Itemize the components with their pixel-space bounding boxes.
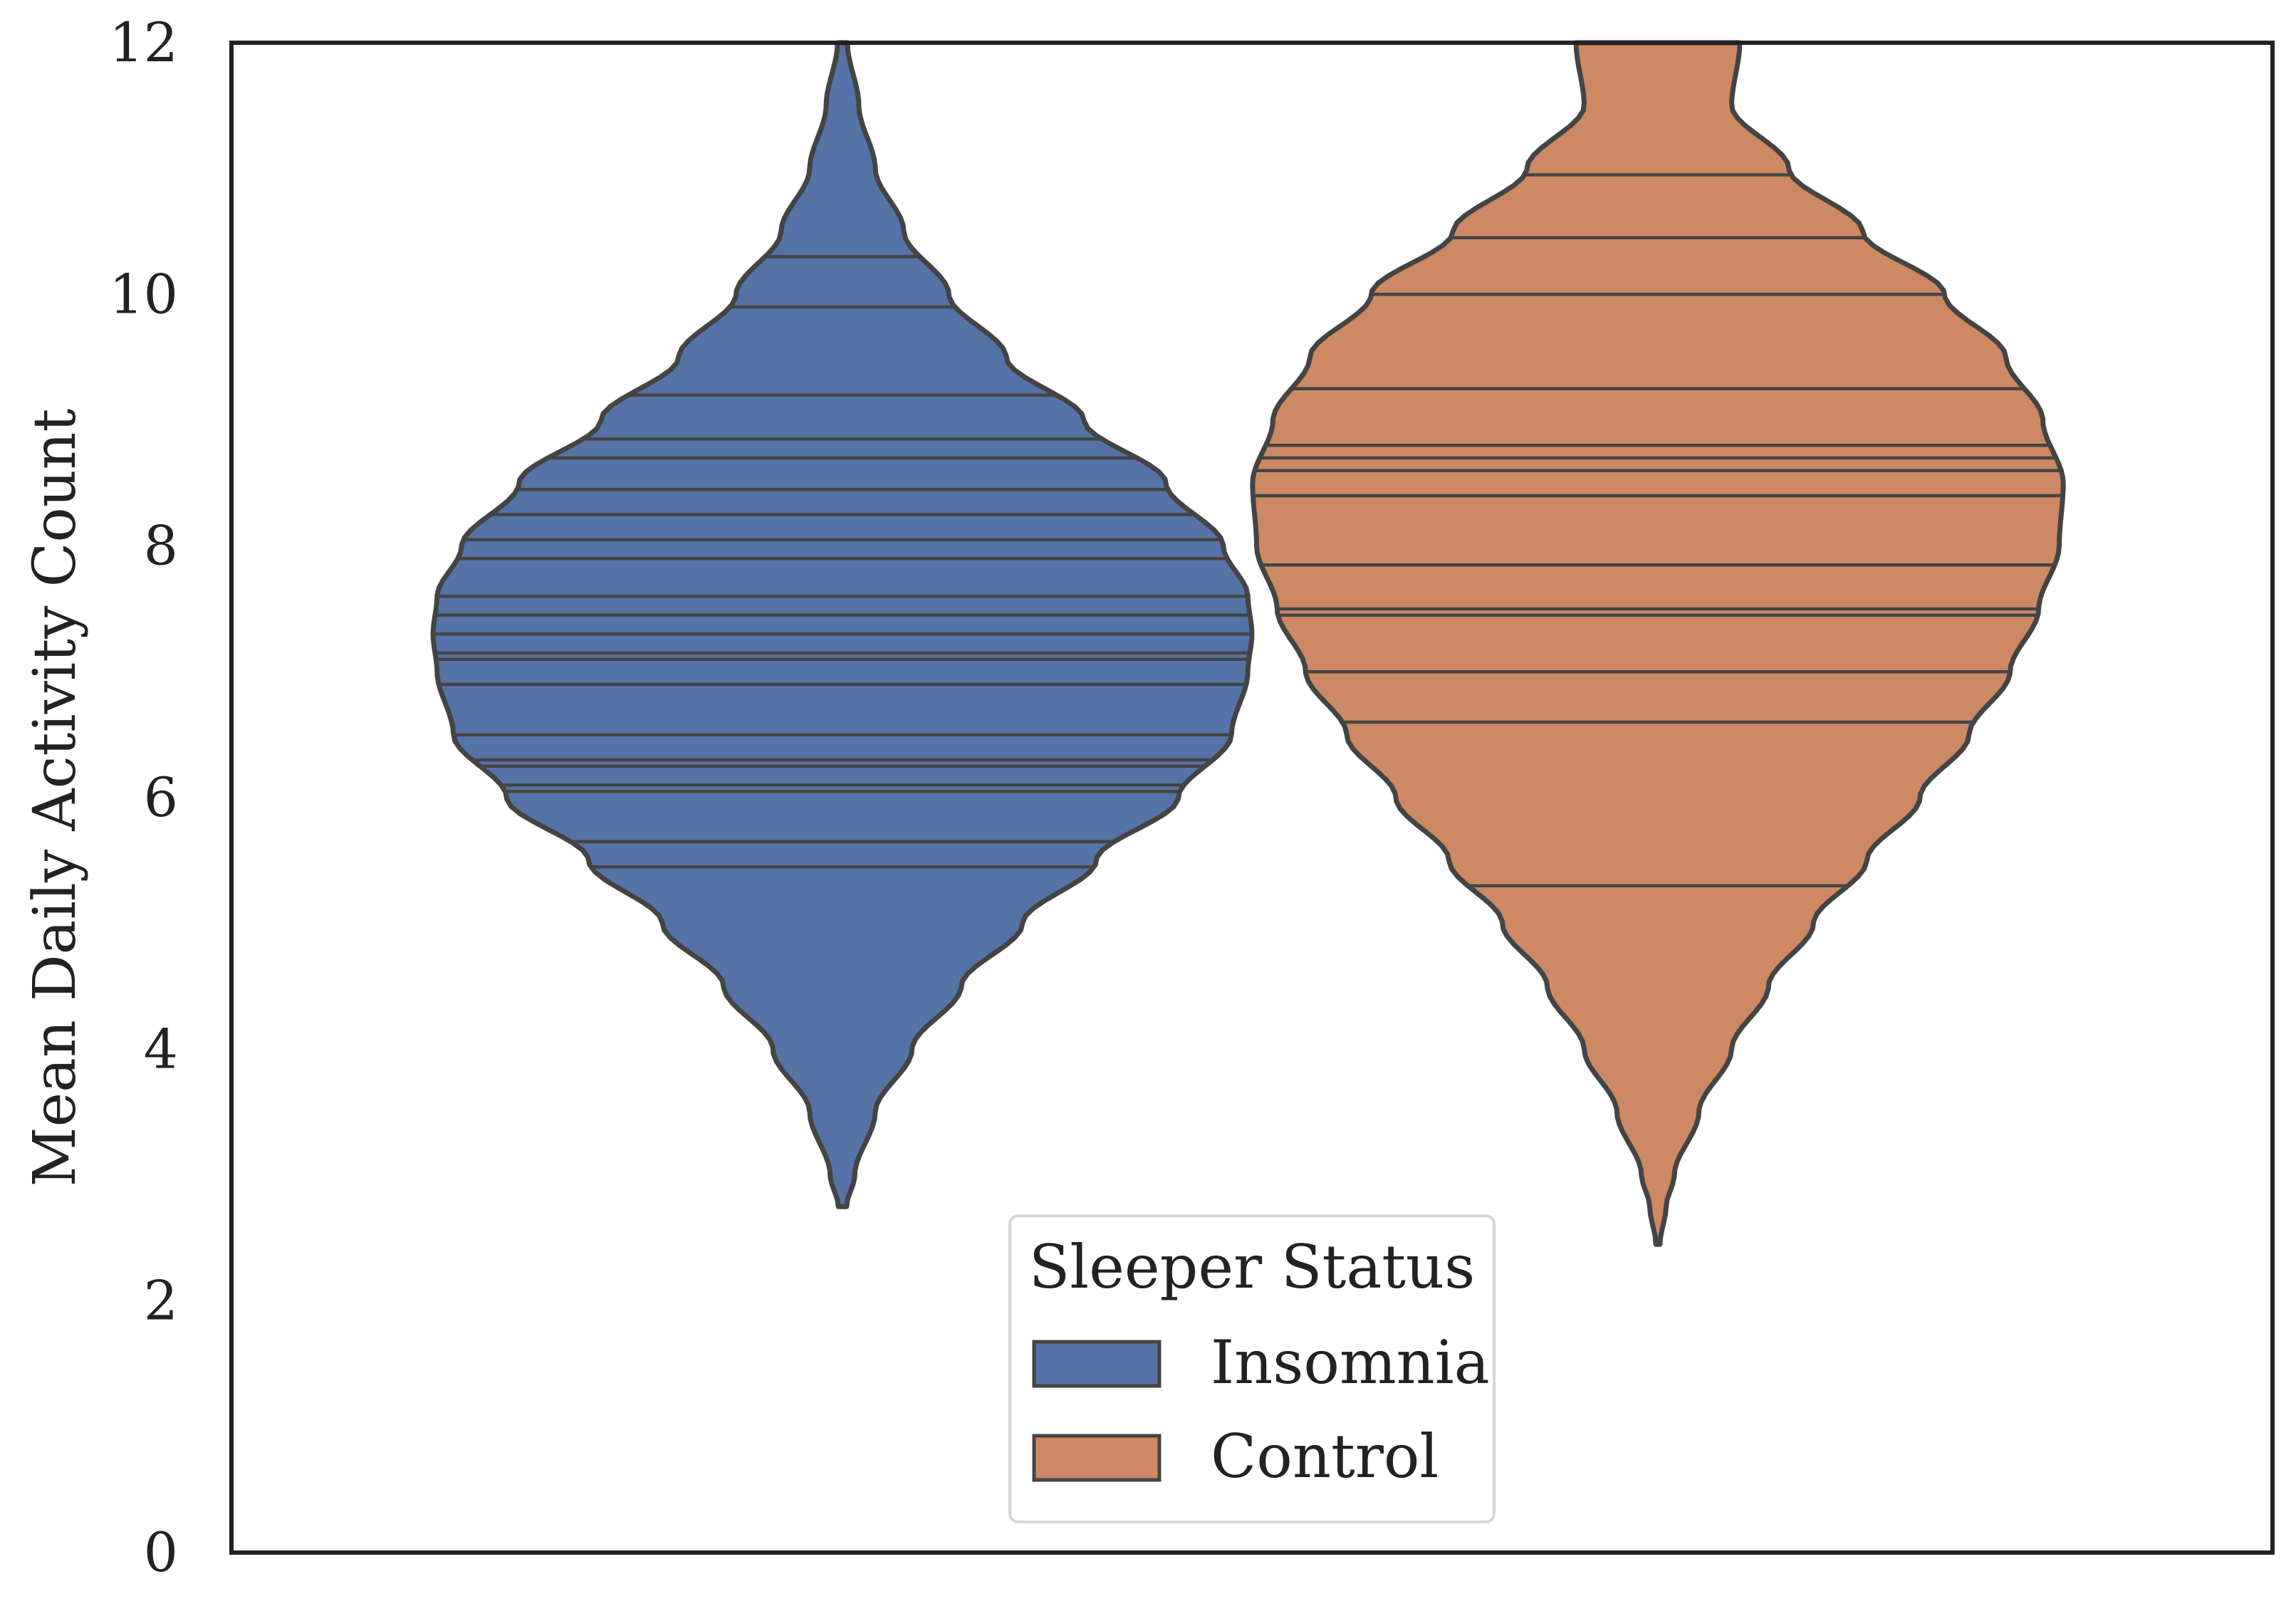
- y-tick-label: 0: [144, 1521, 178, 1584]
- legend-title: Sleeper Status: [1029, 1232, 1476, 1302]
- y-tick-label: 4: [144, 1017, 178, 1080]
- y-tick-label: 8: [144, 514, 178, 578]
- y-tick-label: 10: [109, 262, 178, 325]
- y-axis-label: Mean Daily Activity Count: [21, 409, 89, 1187]
- y-tick-label: 6: [144, 766, 178, 829]
- violin-body-control: [1250, 40, 2066, 1247]
- violin-body-insomnia: [430, 40, 1255, 1209]
- legend-label-insomnia: Insomnia: [1211, 1328, 1490, 1397]
- legend-swatch-insomnia: [1032, 1340, 1162, 1388]
- legend-label-control: Control: [1211, 1422, 1439, 1491]
- legend: Sleeper Status Insomnia Control: [1008, 1214, 1496, 1523]
- y-tick-label: 12: [109, 11, 178, 74]
- violin-insomnia: [430, 40, 1255, 1209]
- legend-swatch-control: [1032, 1434, 1162, 1482]
- violin-plot-area: [430, 40, 2066, 1247]
- plot-frame: [229, 41, 2275, 1555]
- violin-control: [1250, 40, 2066, 1247]
- y-tick-label: 2: [144, 1269, 178, 1333]
- y-axis: 0 2 4 6 8 10 12: [109, 11, 178, 1584]
